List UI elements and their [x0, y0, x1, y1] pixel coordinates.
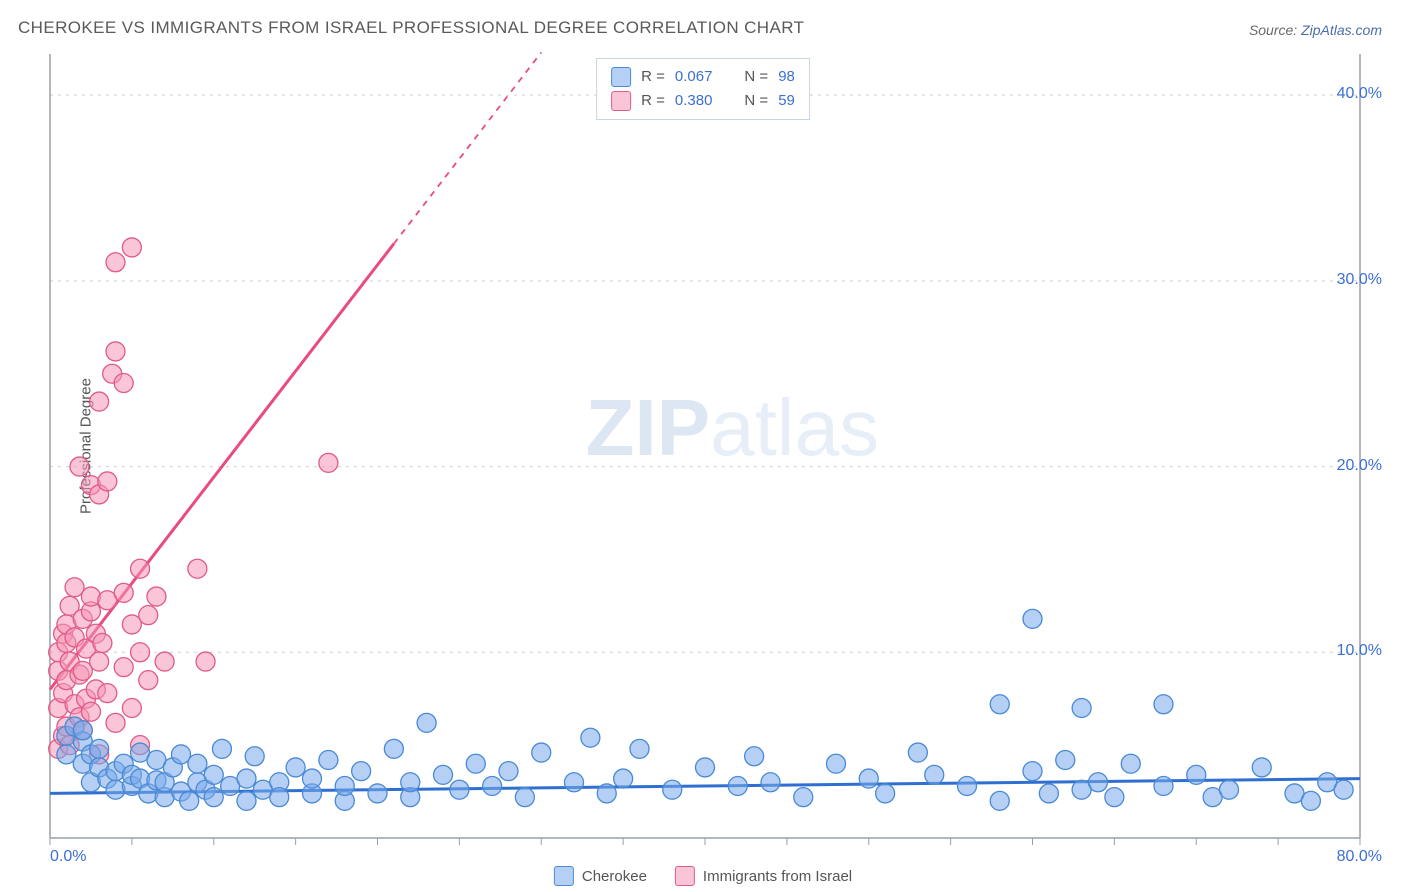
legend-row-s2: R = 0.380 N = 59: [611, 89, 795, 113]
series-legend: Cherokee Immigrants from Israel: [554, 866, 852, 886]
swatch-s1-b: [554, 866, 574, 886]
correlation-legend: R = 0.067 N = 98 R = 0.380 N = 59: [596, 58, 810, 120]
swatch-s2-b: [675, 866, 695, 886]
x-tick-end: 80.0%: [1337, 848, 1382, 866]
lbl-R: R =: [641, 65, 665, 89]
value-R-s2: 0.380: [675, 89, 713, 113]
legend-row-s1: R = 0.067 N = 98: [611, 65, 795, 89]
legend-item-s2: Immigrants from Israel: [675, 866, 852, 886]
y-tick-label: 20.0%: [1337, 457, 1382, 475]
lbl-N: N =: [744, 65, 768, 89]
y-tick-label: 30.0%: [1337, 271, 1382, 289]
swatch-s2: [611, 91, 631, 111]
scatter-chart: [0, 0, 1406, 892]
value-R-s1: 0.067: [675, 65, 713, 89]
x-tick-origin: 0.0%: [50, 848, 86, 866]
lbl-R: R =: [641, 89, 665, 113]
lbl-N: N =: [744, 89, 768, 113]
y-tick-label: 10.0%: [1337, 642, 1382, 660]
chart-container: CHEROKEE VS IMMIGRANTS FROM ISRAEL PROFE…: [0, 0, 1406, 892]
legend-item-s1: Cherokee: [554, 866, 647, 886]
y-tick-label: 40.0%: [1337, 85, 1382, 103]
swatch-s1: [611, 67, 631, 87]
value-N-s1: 98: [778, 65, 795, 89]
legend-label-s1: Cherokee: [582, 868, 647, 885]
legend-label-s2: Immigrants from Israel: [703, 868, 852, 885]
value-N-s2: 59: [778, 89, 795, 113]
